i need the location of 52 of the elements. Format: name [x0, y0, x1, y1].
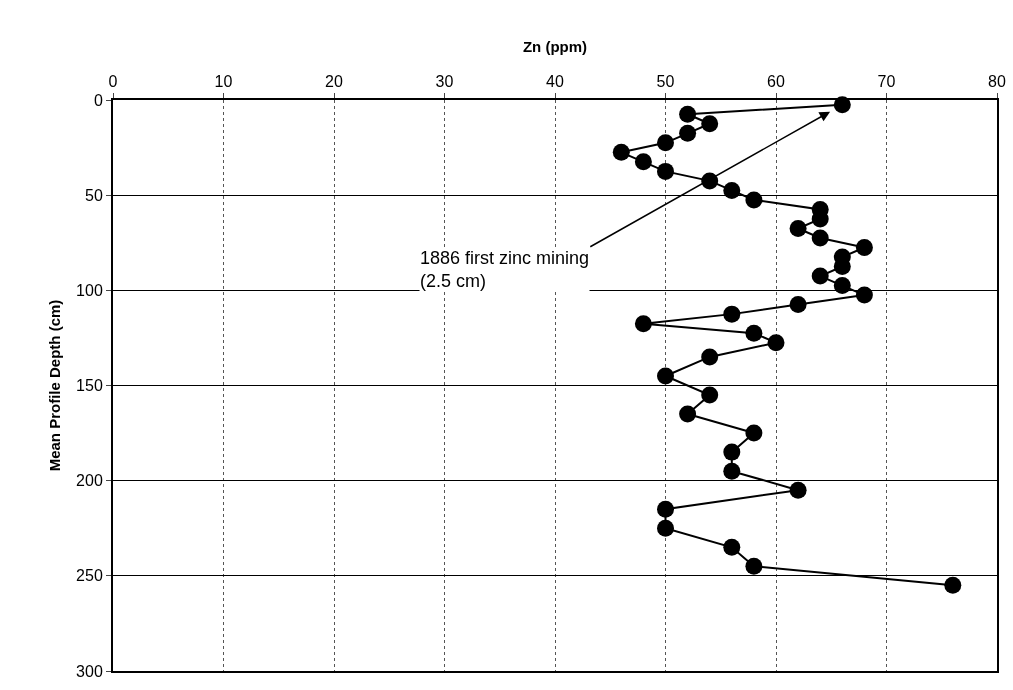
point	[679, 405, 697, 423]
point	[745, 324, 763, 342]
point	[833, 277, 851, 295]
point	[657, 519, 674, 537]
x-tick-label: 10	[214, 72, 233, 90]
point	[745, 557, 763, 575]
point	[612, 143, 630, 161]
x-tick-label: 50	[656, 72, 675, 90]
y-tick-label: 150	[76, 377, 103, 395]
point	[657, 162, 674, 180]
point	[723, 462, 741, 480]
x-tick-label: 60	[767, 72, 785, 90]
point	[811, 229, 829, 247]
y-tick-label: 100	[76, 281, 103, 299]
y-tick-label: 50	[85, 186, 103, 204]
y-tick-label: 200	[76, 472, 103, 490]
point	[679, 105, 697, 123]
x-tick-label: 70	[877, 72, 896, 90]
point	[855, 239, 873, 256]
point	[767, 334, 785, 352]
point	[723, 443, 741, 461]
point	[789, 481, 807, 499]
x-tick-label: 30	[435, 72, 454, 90]
point	[657, 367, 674, 385]
point	[679, 124, 697, 142]
point	[745, 424, 763, 442]
point	[745, 191, 763, 209]
point	[789, 296, 807, 314]
y-tick-label: 300	[76, 662, 103, 680]
y-axis-title: Mean Profile Depth (cm)	[45, 299, 63, 472]
point	[657, 500, 674, 518]
point	[723, 538, 741, 556]
point	[657, 134, 674, 152]
point	[944, 576, 962, 594]
point	[634, 315, 652, 333]
x-tick-label: 40	[546, 72, 564, 90]
point	[701, 115, 719, 133]
y-tick-label: 0	[93, 91, 103, 109]
x-tick-label: 0	[108, 72, 118, 90]
x-axis-title: Zn (ppm)	[522, 37, 588, 55]
point	[701, 386, 719, 404]
point	[789, 219, 807, 237]
point	[723, 305, 741, 323]
point	[855, 286, 873, 304]
y-tick-label: 250	[76, 567, 103, 585]
point	[634, 153, 652, 171]
point	[811, 267, 829, 285]
x-tick-label: 20	[325, 72, 343, 90]
annotation: 1886 first zinc mining (2.5 cm)	[420, 248, 590, 292]
point	[701, 348, 719, 366]
x-tick-label: 80	[988, 72, 1006, 90]
point	[723, 181, 741, 199]
